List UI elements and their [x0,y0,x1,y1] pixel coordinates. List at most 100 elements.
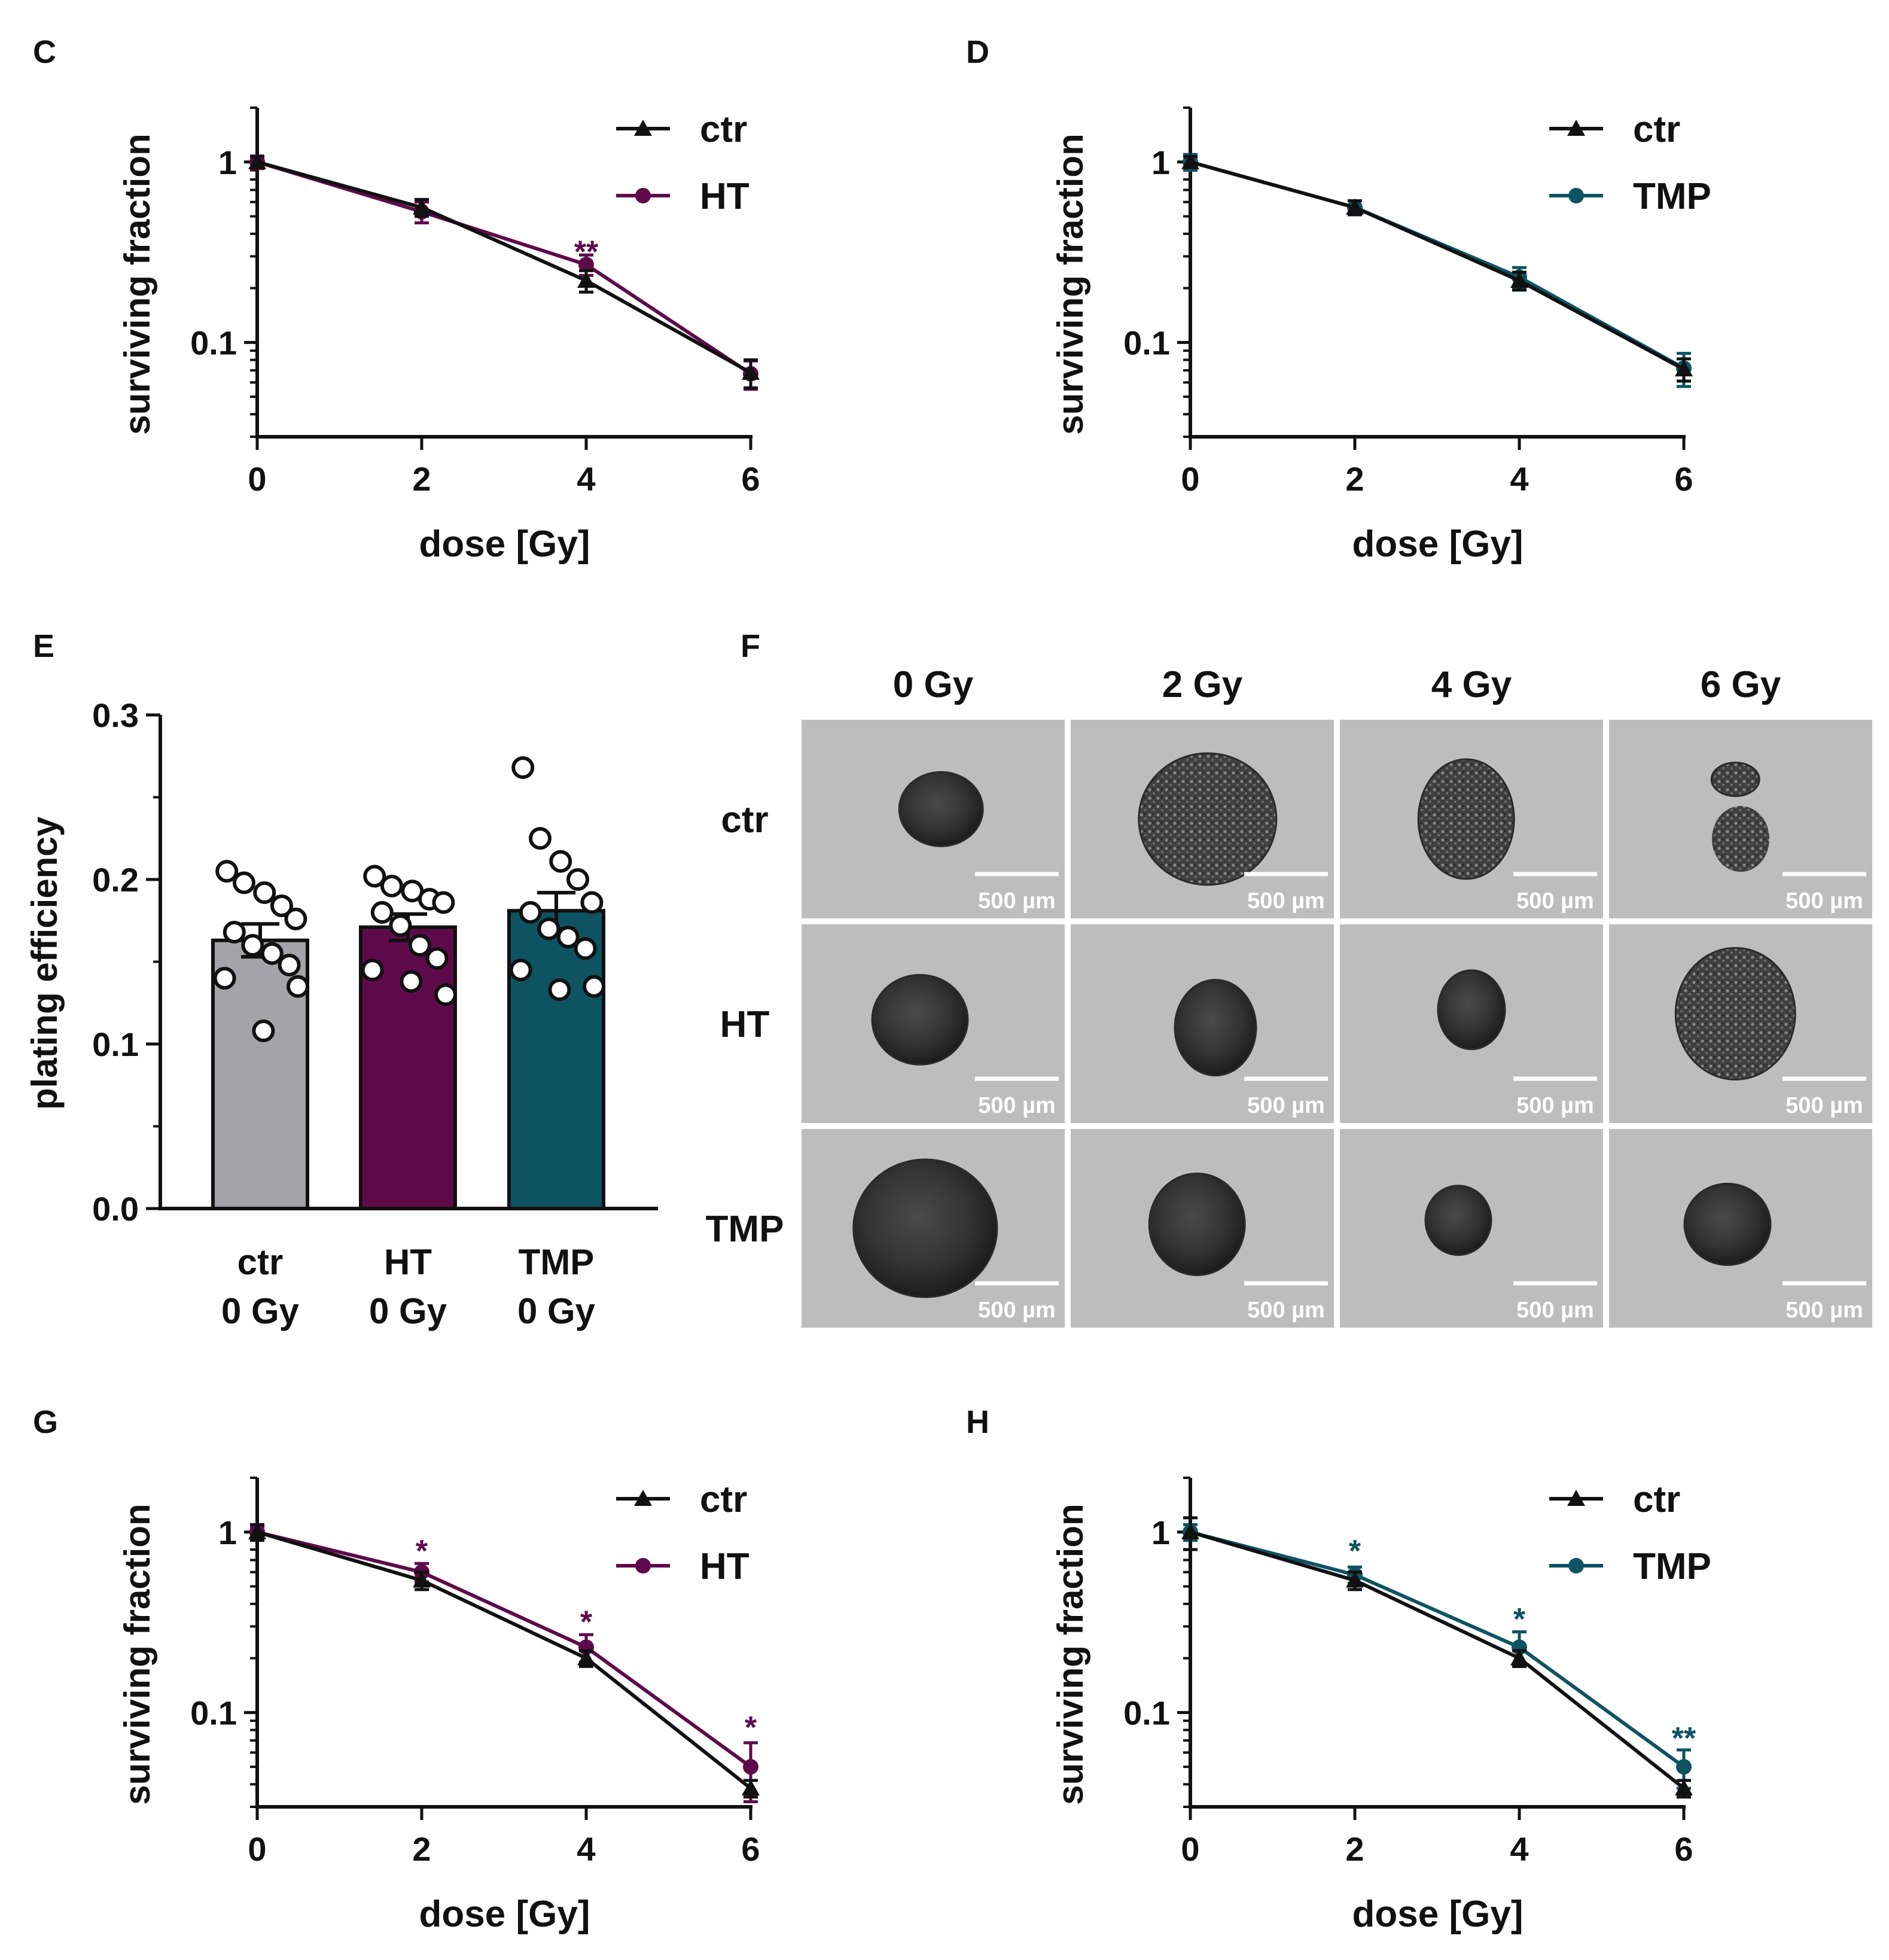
significance-mark: ** [1672,1721,1696,1756]
colony [1683,1182,1772,1266]
row-label: ctr [721,799,768,841]
significance-mark: * [1349,1534,1361,1569]
data-point-HT [434,983,457,1006]
column-label: 2 Gy [1162,664,1243,705]
x-tick-label: 6 [1674,1830,1693,1868]
data-point-ctr [278,954,301,976]
scale-bar-label: 500 µm [1247,888,1325,914]
x-tick-label: 4 [1510,460,1528,498]
data-point-ctr [252,1019,275,1042]
y-tick-label: 0.1 [1123,1694,1170,1731]
y-axis-title: surviving fraction [117,133,157,434]
scale-bar-label: 500 µm [1516,1298,1594,1323]
data-point-TMP [574,937,597,960]
data-point-TMP [519,901,542,924]
data-point-ctr [253,881,276,904]
column-label: 0 Gy [893,664,974,705]
data-point-TMP [529,827,552,850]
data-point-ctr [284,908,307,930]
colony [1138,752,1278,886]
x-tick-label: 2 [412,1830,431,1868]
data-point-ctr [1675,360,1693,377]
y-tick-label: 1 [218,1514,237,1551]
data-point-ctr [413,198,431,215]
data-point-ctr [233,871,255,894]
colony [1437,969,1506,1051]
data-point-ctr [270,894,293,917]
y-tick-label: 0.1 [190,324,237,361]
legend-marker-ctr [1567,1490,1585,1506]
y-tick-label: 0.3 [92,696,139,734]
panel-label: C [33,34,56,70]
y-tick-label: 1 [218,144,237,181]
y-axis-title: surviving fraction [117,1504,157,1804]
data-point-HT [361,958,384,982]
legend-marker-ctr [634,120,652,136]
column-label: 6 Gy [1701,664,1781,705]
data-point-HT [389,914,412,937]
legend-marker-ctr [1567,120,1585,136]
data-point-ctr [1346,198,1364,215]
x-tick-label: ctr [237,1242,284,1282]
data-point-HT [363,865,386,888]
data-point-ctr [577,1649,595,1666]
data-point-TMP [509,958,532,982]
significance-mark: * [580,1605,593,1639]
series-line-HT [257,160,752,376]
data-point-HT [400,970,423,993]
x-tick-label: 0 [1181,1830,1199,1868]
data-point-ctr [223,921,246,944]
scale-bar-label: 500 µm [978,1298,1056,1323]
x-tick-label: 0 [1181,460,1199,498]
scale-bar-label: 500 µm [978,1093,1056,1118]
data-point-ctr [1510,1649,1528,1666]
data-point-HT [578,257,594,273]
x-tick-label: 4 [1510,1830,1528,1868]
colony [898,771,984,847]
row-label: HT [720,1004,770,1045]
panel-c-survival-ht: C 1 0.1 0 2 4 6 dose [Gy] surviving fraction ** ct… [33,34,760,565]
data-point-HT [408,934,431,957]
scale-bar-label: 500 µm [1247,1298,1325,1323]
colony [852,1158,998,1298]
scale-bar-label: 500 µm [1786,1298,1863,1323]
x-tick-label: 0 Gy [517,1291,596,1331]
data-point-TMP [556,926,580,949]
panel-g-survival-ht: G 1 0.1 0 2 4 6 dose [Gy] surviving fraction * * * c… [33,1404,760,1935]
significance-mark: ** [574,235,599,269]
series-line-ctr [257,160,752,375]
legend-marker-TMP [1568,1558,1584,1574]
significance-mark: * [416,1534,428,1569]
x-axis-title: dose [Gy] [1352,1894,1524,1935]
panel-label: G [33,1404,58,1440]
data-point-ctr [248,153,266,169]
x-tick-label: 4 [577,460,595,498]
legend-marker-HT [635,1558,651,1574]
data-point-TMP [566,868,589,891]
scale-bar-label: 500 µm [1786,1093,1863,1118]
y-axis-title: plating efficiency [25,816,65,1110]
data-point-TMP [583,975,605,998]
significance-mark: * [745,1711,757,1745]
data-point-TMP [549,850,572,873]
data-point-ctr [215,860,239,883]
y-tick-label: 0.1 [190,1694,237,1731]
x-tick-label: HT [384,1242,432,1282]
series-line-ctr [1190,160,1685,371]
data-point-ctr [213,967,236,990]
x-axis-title: dose [Gy] [1352,524,1524,565]
colony [1424,1185,1492,1256]
panel-label: E [33,628,54,664]
x-tick-label: 0 [248,460,266,498]
series-line-HT [257,1530,752,1769]
x-tick-label: 6 [741,1830,760,1868]
data-point-TMP [1676,1759,1692,1775]
row-label: TMP [706,1209,784,1250]
data-point-TMP [548,978,571,1002]
legend-marker-ctr [634,1490,652,1506]
panel-f-colony-images: F 0 Gy 2 Gy 4 Gy 6 Gy ctr HT TMP 500 µm 500 µm 500… [706,628,1872,1328]
scale-bar-label: 500 µm [1516,888,1594,914]
colony [1174,979,1257,1077]
